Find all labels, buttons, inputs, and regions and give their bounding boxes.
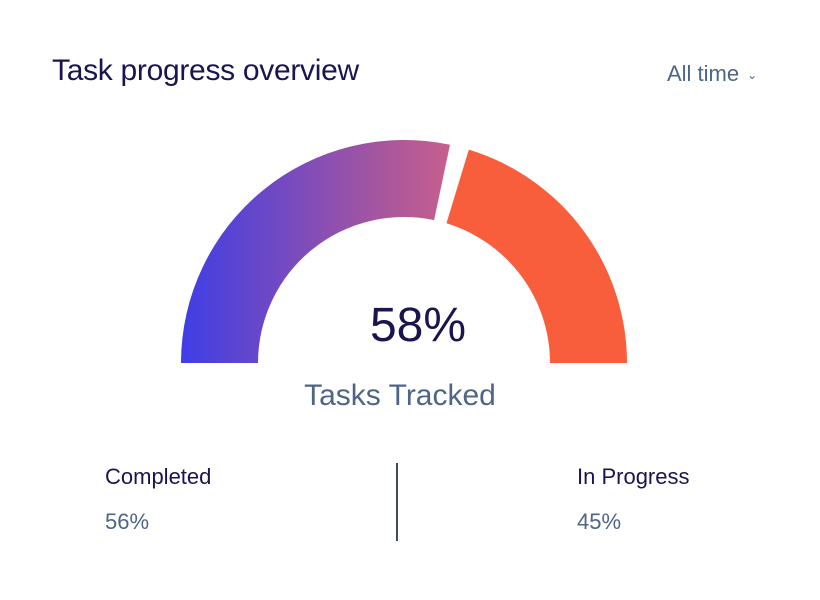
gauge-center-value: 58%	[369, 299, 467, 352]
in-progress-label: In Progress	[577, 464, 690, 489]
time-range-label: All time	[667, 61, 740, 86]
completed-value: 56%	[105, 509, 150, 534]
gauge-segment-tracked	[181, 139, 450, 363]
stats-divider	[396, 463, 398, 541]
time-range-dropdown[interactable]: All time ⌄	[667, 61, 757, 87]
chevron-down-icon: ⌄	[747, 68, 758, 82]
gauge-segment-remaining	[446, 149, 627, 363]
completed-label: Completed	[105, 464, 212, 489]
in-progress-value: 45%	[577, 509, 622, 534]
gauge-center-label: Tasks Tracked	[304, 379, 496, 412]
card-title: Task progress overview	[52, 54, 359, 87]
